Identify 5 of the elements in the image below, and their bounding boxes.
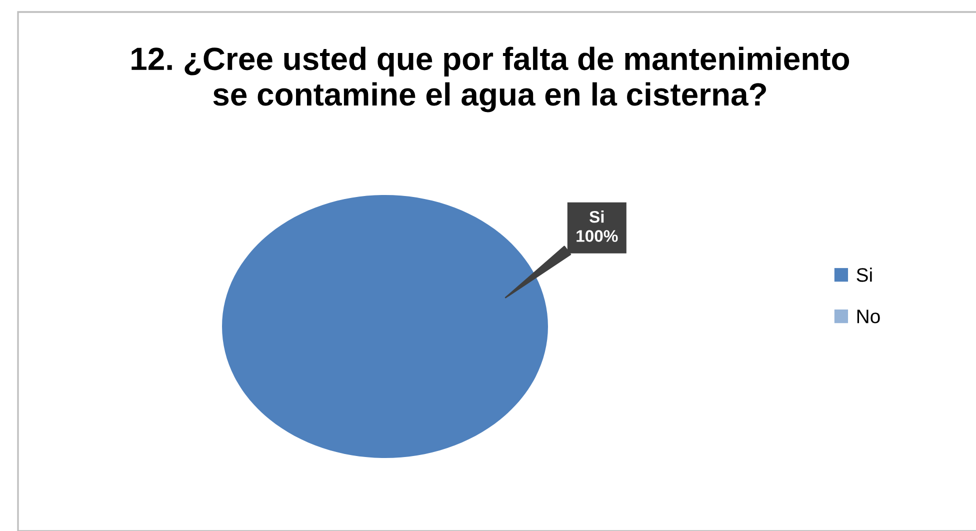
data-label: 100%: [576, 230, 618, 242]
legend-label: No: [857, 310, 880, 324]
legend-label: Si: [856, 268, 872, 282]
slice-label: Si: [590, 210, 604, 223]
chart-title: 12. ¿Cree usted que por falta de mantenimiento se contamine el agua en la cisterna?: [132, 46, 850, 112]
